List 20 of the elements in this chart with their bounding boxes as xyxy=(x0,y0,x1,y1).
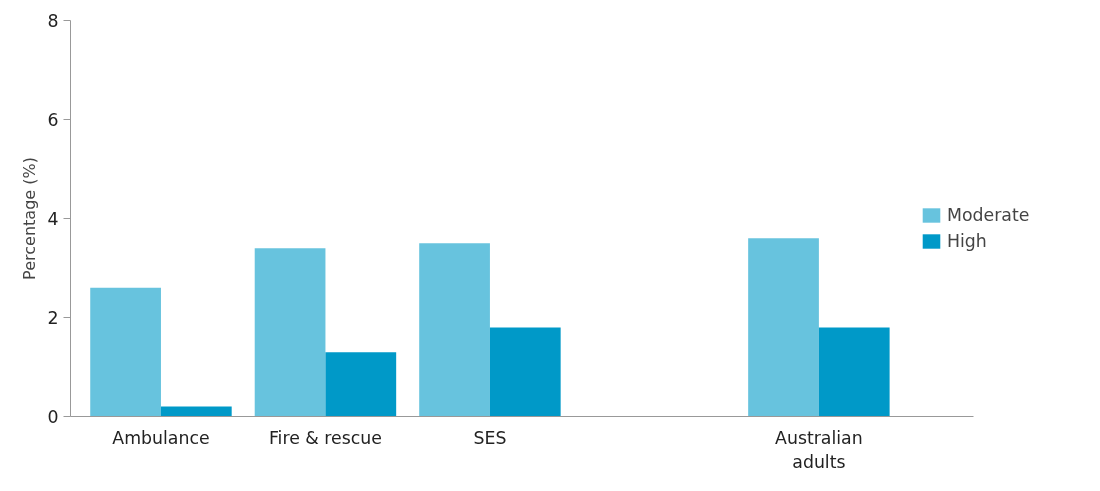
bar xyxy=(748,238,819,417)
y-axis-title: Percentage (%) xyxy=(20,157,40,280)
y-tick-label: 0 xyxy=(47,407,59,427)
legend-label: High xyxy=(947,231,987,251)
bar xyxy=(254,248,326,417)
y-tick-label: 6 xyxy=(47,110,59,130)
bar xyxy=(325,352,397,417)
x-tick-label: SES xyxy=(473,427,507,448)
bar xyxy=(90,287,161,417)
bar xyxy=(818,327,890,417)
bar xyxy=(419,243,490,417)
x-tick-label: Fire & rescue xyxy=(268,427,382,448)
x-tick-label: Australian adults xyxy=(775,427,863,472)
y-tick-label: 4 xyxy=(47,209,59,229)
bar xyxy=(160,406,232,417)
bar xyxy=(489,327,561,417)
y-tick-label: 8 xyxy=(47,11,59,31)
legend-label: Moderate xyxy=(947,205,1030,225)
y-tick-label: 2 xyxy=(47,308,59,328)
x-tick-label: Ambulance xyxy=(112,427,210,448)
